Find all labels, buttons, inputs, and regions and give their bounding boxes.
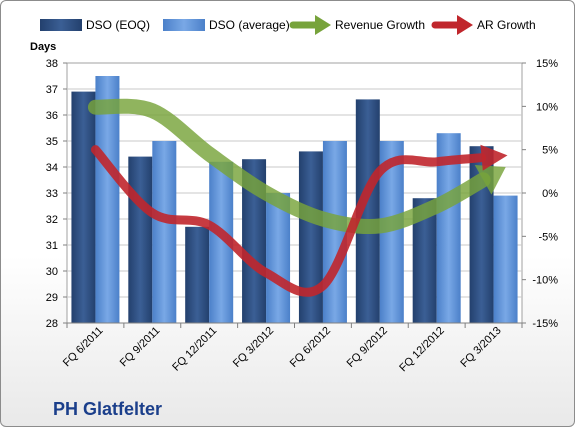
x-tick-label: FQ 9/2012 (345, 325, 390, 370)
y-left-tick-label: 37 (46, 84, 58, 96)
x-tick-label: FQ 9/2011 (118, 325, 163, 370)
y-left-tick-label: 30 (46, 266, 58, 278)
ar-growth-line (90, 145, 487, 297)
legend-item: DSO (EOQ) (40, 18, 150, 32)
y-right-tick-label: 15% (536, 58, 558, 70)
y-right-tick-label: 5% (542, 145, 558, 157)
revenue-growth-arrowhead (474, 165, 506, 195)
legend-item: AR Growth (431, 15, 536, 35)
legend-label: AR Growth (477, 18, 536, 32)
bar-dso-average (266, 193, 291, 323)
y-right-tick-label: 10% (536, 101, 558, 113)
y-right-tick-label: -5% (538, 231, 558, 243)
bar-dso-average (95, 76, 120, 323)
y-right-tick-label: -15% (532, 318, 558, 330)
y-left-tick-label: 29 (46, 292, 58, 304)
legend-swatch (40, 19, 82, 31)
revenue-growth-line (87, 98, 491, 235)
y-left-tick-label: 34 (46, 162, 58, 174)
x-tick-label: FQ 6/2011 (61, 325, 106, 370)
y-left-tick-label: 32 (46, 214, 58, 226)
company-label: PH Glatfelter (53, 399, 163, 419)
legend-label: Revenue Growth (335, 18, 425, 32)
y-left-tick-label: 38 (46, 58, 58, 70)
legend-arrow-head (315, 15, 331, 35)
x-tick-label: FQ 3/2013 (458, 325, 503, 370)
bar-dso-eoq (298, 151, 323, 323)
bar-dso-average (322, 141, 347, 323)
y-left-tick-label: 33 (46, 188, 58, 200)
y-left-tick-label: 36 (46, 110, 58, 122)
legend-label: DSO (EOQ) (86, 18, 150, 32)
legend-arrow-head (457, 15, 473, 35)
legend-swatch (163, 19, 205, 31)
y-left-tick-label: 35 (46, 136, 58, 148)
legend-item: Revenue Growth (289, 15, 425, 35)
legend-label: DSO (average) (209, 18, 290, 32)
y-left-tick-label: 28 (46, 318, 58, 330)
y-left-tick-label: 31 (46, 240, 58, 252)
bar-dso-average (493, 195, 518, 323)
bar-dso-eoq (71, 91, 96, 323)
x-tick-label: FQ 6/2012 (288, 325, 333, 370)
y-axis-left-title: Days (30, 41, 57, 53)
ar-growth-arrowhead (480, 144, 508, 171)
y-right-tick-label: -10% (532, 275, 558, 287)
legend-item: DSO (average) (163, 18, 290, 32)
x-tick-label: FQ 12/2011 (170, 325, 219, 374)
y-right-tick-label: 0% (542, 188, 558, 200)
bar-dso-eoq (128, 156, 153, 323)
bar-dso-average (152, 141, 177, 323)
bar-dso-eoq (185, 226, 210, 323)
x-tick-label: FQ 12/2012 (397, 325, 447, 375)
x-tick-label: FQ 3/2012 (231, 325, 276, 370)
